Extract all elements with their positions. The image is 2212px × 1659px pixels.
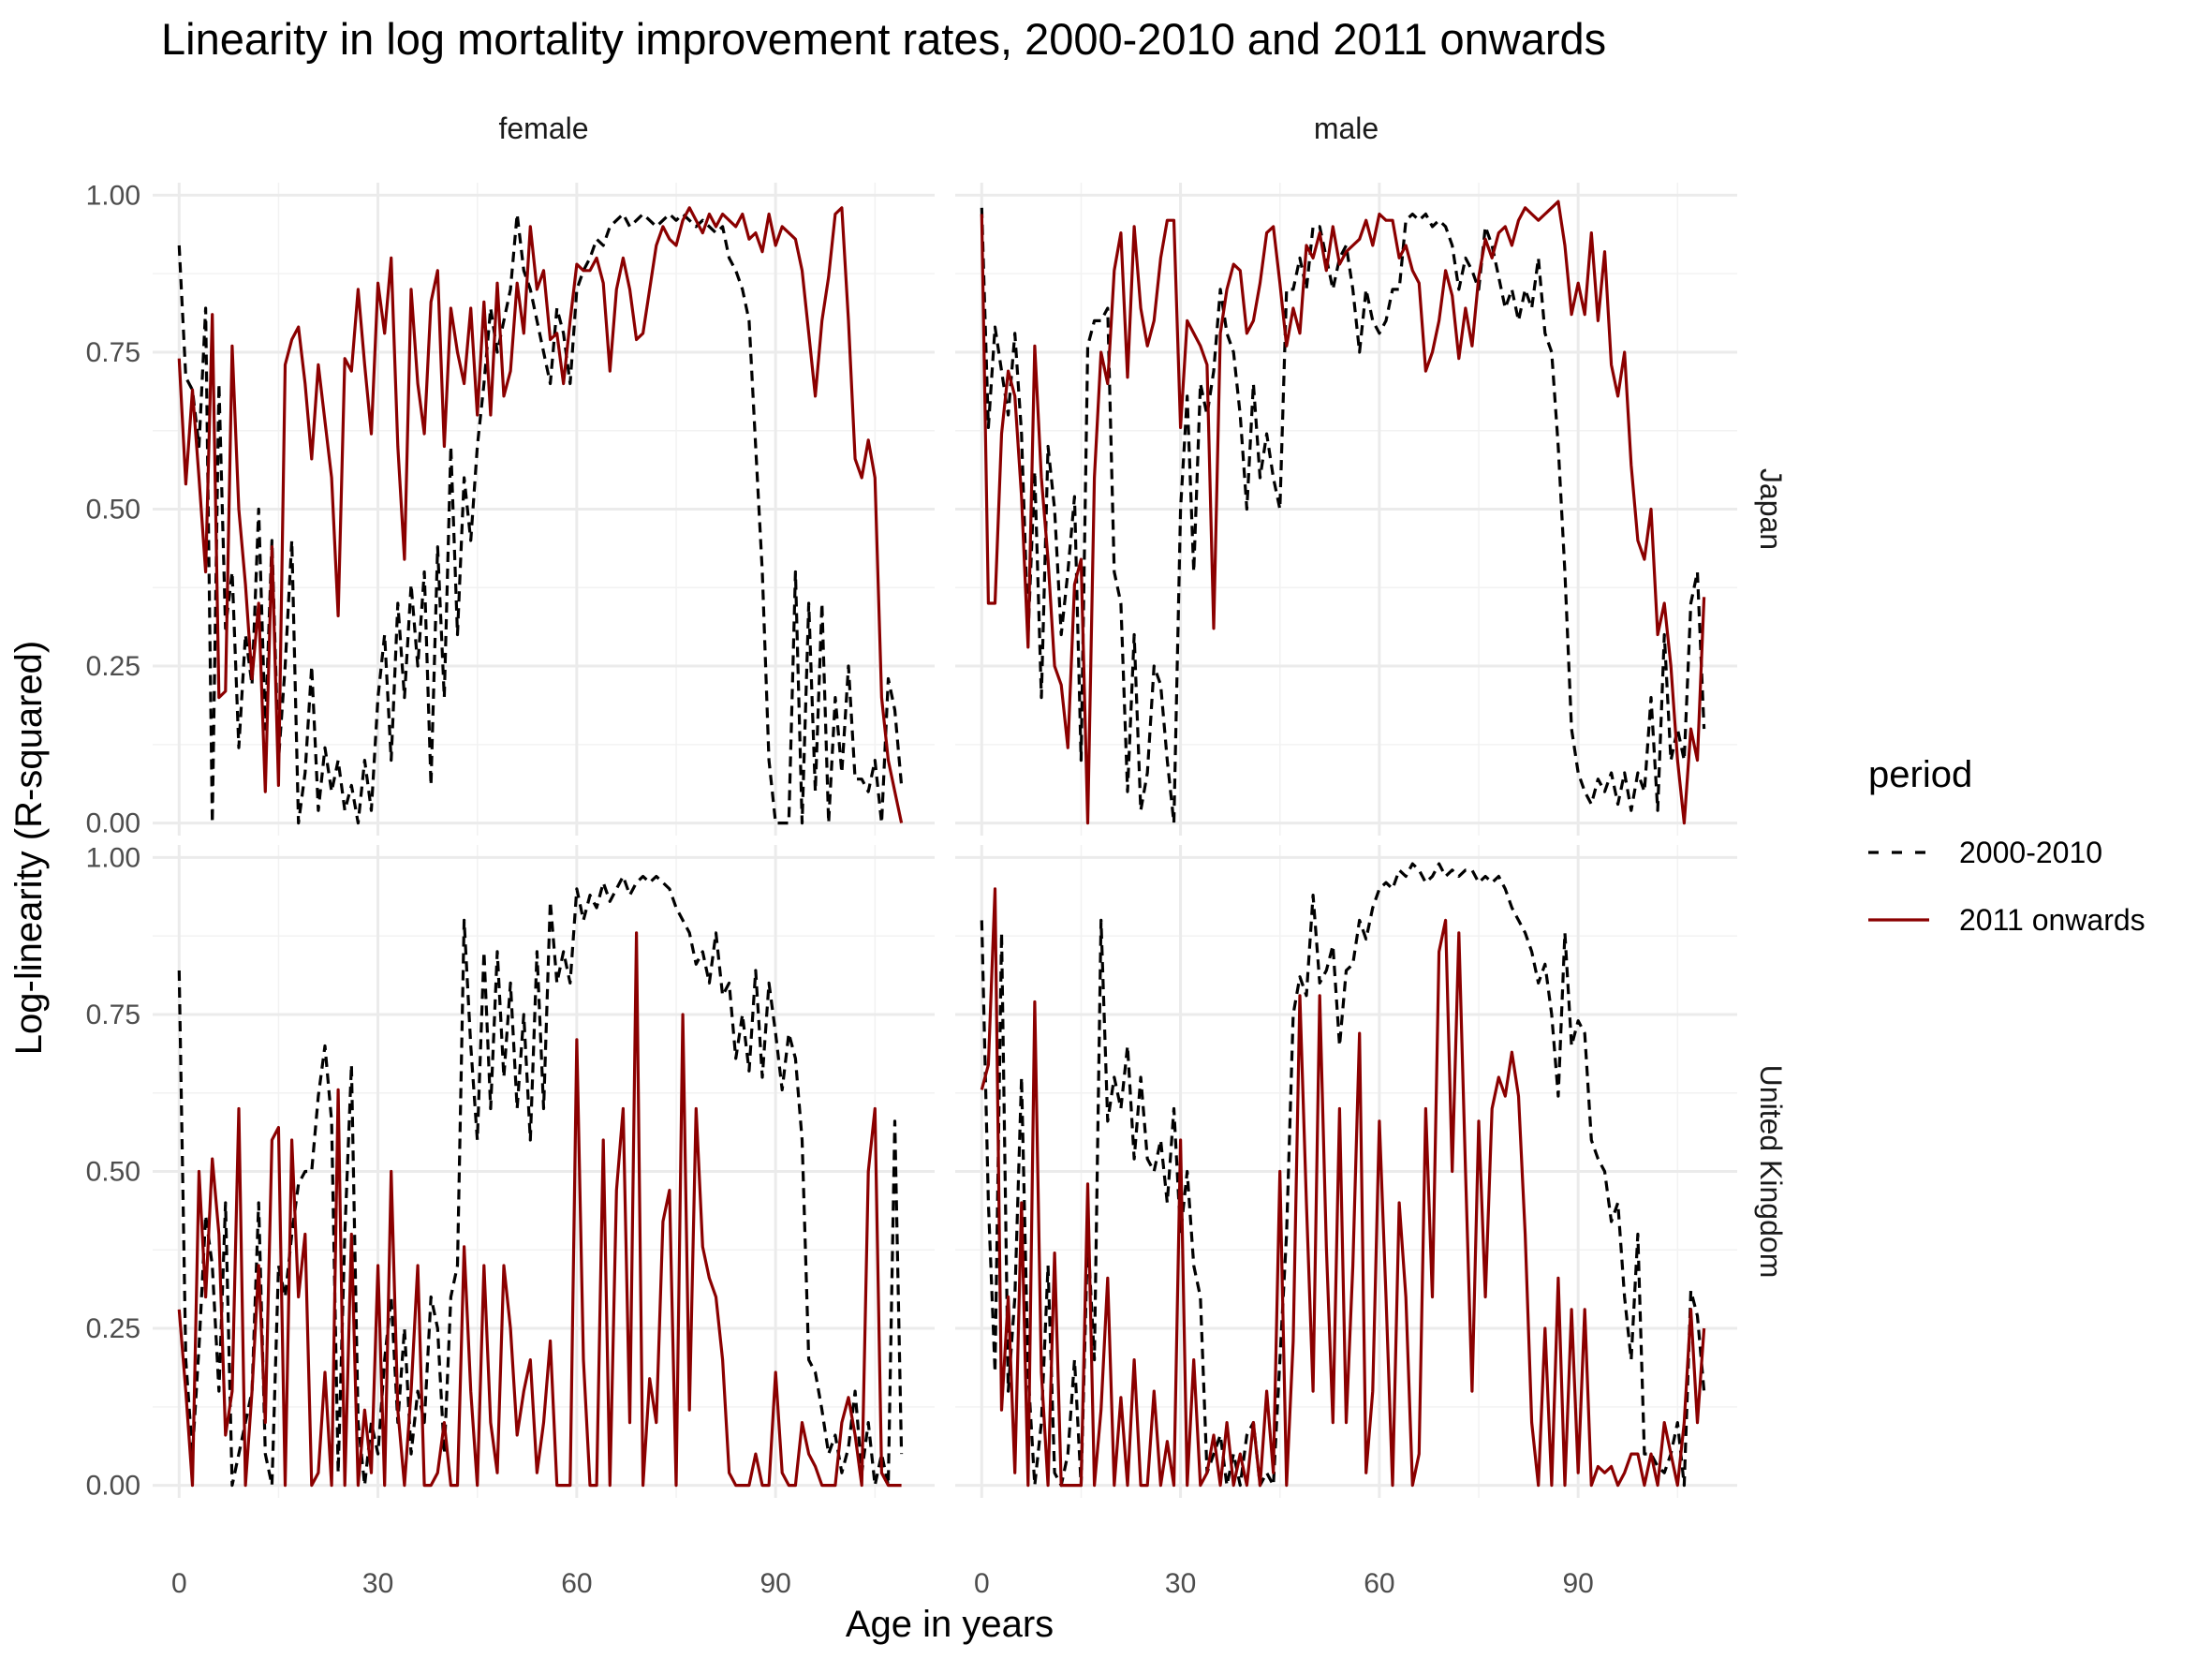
series-line-2000-2010 [980, 207, 1706, 825]
series-line-2011-onwards [980, 200, 1706, 825]
panel-japan-male [955, 183, 1737, 836]
panel-united-kingdom-female [153, 845, 935, 1498]
x-tick-label: 60 [1364, 1568, 1394, 1599]
x-tick-label: 90 [1562, 1568, 1593, 1599]
y-tick-label: 0.00 [86, 1471, 140, 1502]
facet-strip-female: female [498, 111, 588, 145]
panel-japan-female [153, 183, 935, 836]
facet-strip-united-kingdom: United Kingdom [1754, 1065, 1788, 1279]
legend-label: 2000-2010 [1959, 836, 2102, 869]
x-tick-label: 60 [561, 1568, 592, 1599]
legend: period 2000-2010 2011 onwards [1868, 754, 2146, 937]
series-line-2011-onwards [177, 206, 904, 823]
y-tick-label: 0.25 [86, 651, 140, 682]
series-line-2011-onwards [980, 887, 1706, 1488]
series-line-2011-onwards [177, 931, 902, 1488]
chart-title: Linearity in log mortality improvement r… [161, 14, 1606, 64]
series-line-2000-2010 [980, 862, 1706, 1488]
y-tick-label: 0.75 [86, 337, 140, 368]
legend-label: 2011 onwards [1959, 903, 2146, 937]
facet-strip-japan: Japan [1754, 468, 1788, 550]
x-axis-title: Age in years [846, 1604, 1054, 1645]
y-tick-label: 1.00 [86, 842, 140, 873]
series-line-2000-2010 [177, 212, 904, 825]
y-tick-label: 0.75 [86, 1000, 140, 1030]
y-axis-title: Log-linearity (R-squared) [8, 641, 50, 1055]
panel-united-kingdom-male [955, 845, 1737, 1498]
y-tick-label: 0.50 [86, 1157, 140, 1188]
y-tick-label: 0.25 [86, 1313, 140, 1344]
x-tick-label: 30 [1165, 1568, 1196, 1599]
x-tick-label: 0 [974, 1568, 990, 1599]
y-tick-label: 0.50 [86, 495, 140, 526]
x-tick-label: 0 [171, 1568, 187, 1599]
y-tick-label: 0.00 [86, 808, 140, 839]
x-tick-label: 90 [759, 1568, 790, 1599]
x-tick-label: 30 [362, 1568, 393, 1599]
panels [153, 183, 1737, 1498]
legend-title: period [1868, 754, 1972, 795]
y-tick-label: 1.00 [86, 180, 140, 211]
facet-strip-male: male [1314, 111, 1379, 145]
